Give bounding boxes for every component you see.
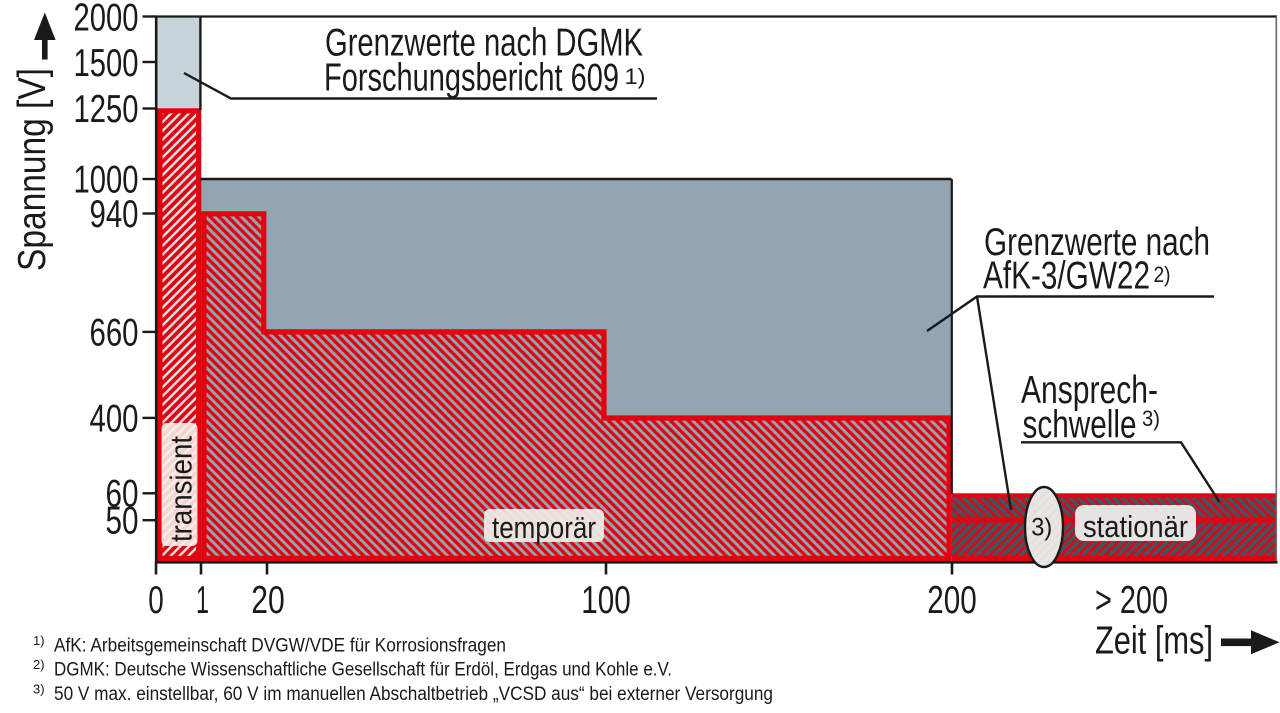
svg-text:Spannung [V]: Spannung [V] <box>11 68 54 271</box>
svg-text:transient: transient <box>164 436 199 542</box>
svg-text:stationär: stationär <box>1083 509 1188 544</box>
svg-text:1): 1) <box>33 633 45 648</box>
svg-text:60: 60 <box>106 473 139 516</box>
svg-text:50 V max. einstellbar, 60 V im: 50 V max. einstellbar, 60 V im manuellen… <box>54 684 773 705</box>
svg-text:1500: 1500 <box>74 42 139 85</box>
svg-text:2): 2) <box>1154 262 1171 287</box>
svg-text:3): 3) <box>1142 406 1160 431</box>
svg-text:Ansprech-: Ansprech- <box>1021 369 1158 412</box>
svg-text:400: 400 <box>90 397 139 440</box>
svg-text:20: 20 <box>251 579 285 622</box>
svg-text:2000: 2000 <box>74 0 139 39</box>
svg-text:940: 940 <box>90 193 139 236</box>
svg-text:3): 3) <box>33 682 45 697</box>
svg-text:Zeit [ms]: Zeit [ms] <box>1095 620 1213 663</box>
svg-text:AfK: Arbeitsgemeinschaft DVGW/: AfK: Arbeitsgemeinschaft DVGW/VDE für Ko… <box>54 636 506 657</box>
svg-text:1): 1) <box>625 64 646 89</box>
svg-text:100: 100 <box>581 579 631 622</box>
svg-text:0: 0 <box>148 579 164 622</box>
svg-text:2): 2) <box>33 657 45 672</box>
svg-text:3): 3) <box>1031 514 1052 542</box>
svg-text:1: 1 <box>196 579 209 622</box>
svg-text:temporär: temporär <box>492 510 596 545</box>
svg-text:> 200: > 200 <box>1095 579 1168 622</box>
svg-text:660: 660 <box>90 311 139 354</box>
svg-text:Grenzwerte nach DGMK: Grenzwerte nach DGMK <box>325 22 643 65</box>
svg-text:AfK-3/GW22: AfK-3/GW22 <box>983 254 1150 297</box>
svg-text:Forschungsbericht 609: Forschungsbericht 609 <box>324 57 619 100</box>
svg-text:200: 200 <box>927 579 977 622</box>
svg-text:50: 50 <box>106 500 139 543</box>
svg-text:1000: 1000 <box>74 158 139 201</box>
svg-text:schwelle: schwelle <box>1023 404 1137 447</box>
svg-text:1250: 1250 <box>74 88 139 131</box>
svg-text:DGMK: Deutsche Wissenschaftlic: DGMK: Deutsche Wissenschaftliche Gesells… <box>54 660 672 681</box>
svg-text:Grenzwerte nach: Grenzwerte nach <box>984 221 1210 264</box>
